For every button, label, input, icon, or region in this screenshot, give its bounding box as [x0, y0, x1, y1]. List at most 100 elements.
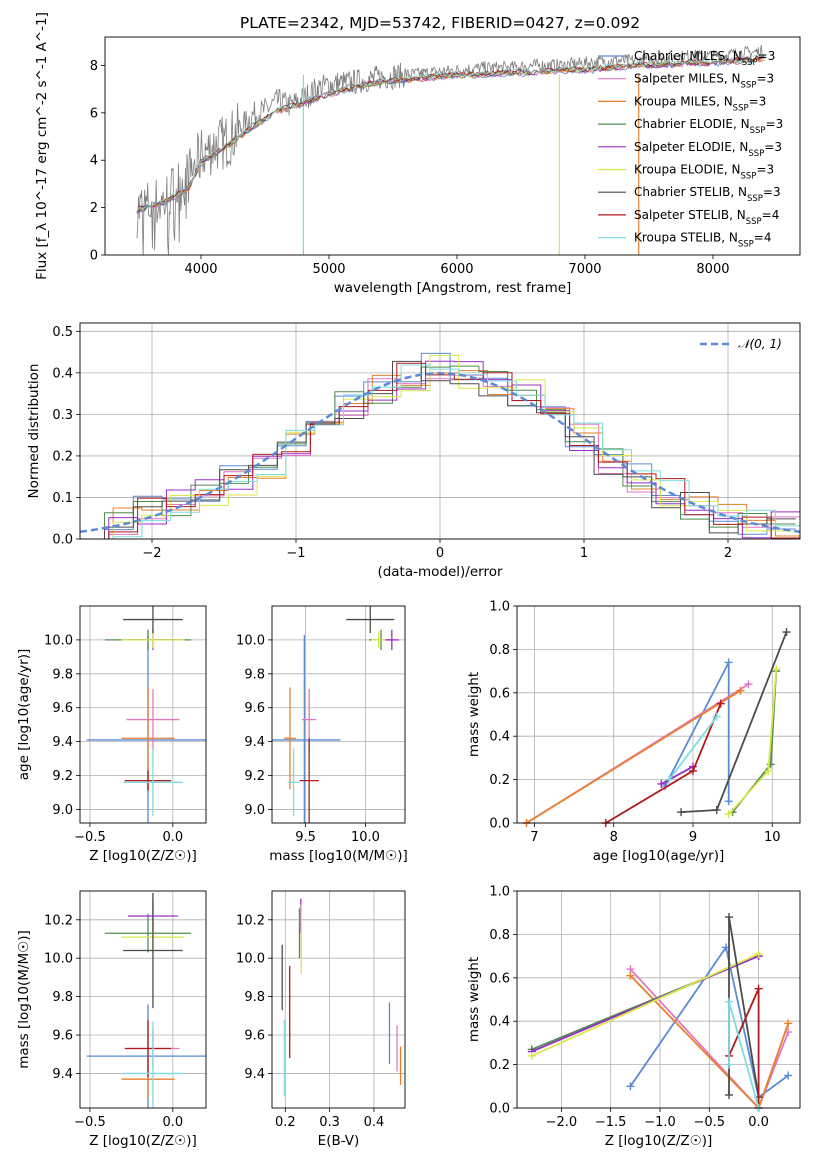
age_vs_Z-panel: −0.5 0.0 9.0 9.2 9.4 9.6 9.8 10.0 Z [log10(Z/Z☉)… [16, 605, 207, 864]
legend-nssp-prefix: , N [729, 208, 746, 222]
legend-nssp-prefix: , N [732, 140, 749, 154]
legend-entry: Chabrier MILES, NSSP=3 [634, 49, 775, 68]
legend-nssp-eq: = [749, 94, 759, 108]
plus-marker [688, 766, 697, 775]
plus-marker [724, 797, 733, 806]
error-bars [272, 606, 400, 823]
legend-nssp-eq: = [758, 49, 768, 63]
legend-entry: Salpeter ELODIE, NSSP=3 [634, 140, 782, 159]
y-tick-label: 0.0 [489, 1102, 510, 1117]
plus-marker [677, 808, 686, 817]
histogram-step-line [84, 364, 800, 539]
weight-line [531, 953, 759, 1057]
legend-entry: Kroupa STELIB, NSSP=4 [634, 231, 772, 250]
error-bars [86, 606, 206, 823]
spectrum-panel: 4000 5000 6000 7000 8000 0 2 4 6 8 wavelength [Ang… [34, 12, 801, 296]
massweight_vs_Z-panel: −2.0 −1.5 −1.0 −0.5 0.0 0.0 0.2 0.4 0.6 0.8 1.0 Z [… [466, 885, 801, 1149]
plot-frame [271, 890, 406, 1109]
y-axis-label: age [log10(age/yr)] [16, 649, 32, 781]
x-tick-label: 0 [436, 546, 444, 561]
y-tick-label: 10.0 [44, 633, 73, 648]
legend-nssp-value: 3 [768, 49, 776, 63]
x-tick-label: 0.0 [748, 1115, 769, 1130]
plus-marker [716, 699, 725, 708]
model-fit-line [136, 54, 765, 212]
weight-line [660, 765, 694, 785]
legend-nssp-eq: = [754, 231, 764, 245]
y-tick-label: 8 [90, 59, 98, 74]
mass_vs_Z-plot-area [86, 892, 206, 1108]
x-tick-label: −0.5 [693, 1115, 725, 1130]
residuals-plot-area [80, 352, 800, 539]
plus-marker [784, 1019, 793, 1028]
plus-marker [725, 1060, 734, 1069]
legend-nssp-subscript: SSP [738, 240, 754, 250]
mass_vs_EBV-plot-area [281, 898, 402, 1097]
legend-nssp-value: 4 [772, 208, 780, 222]
y-tick-label: 10.2 [44, 913, 73, 928]
x-tick-label: −0.5 [74, 830, 106, 845]
y-tick-label: 9.8 [244, 990, 265, 1005]
y-tick-label: 9.2 [244, 769, 265, 784]
legend-series-name: Salpeter STELIB [634, 208, 729, 222]
plus-marker [712, 712, 721, 721]
x-axis-label: wavelength [Angstrom, rest frame] [334, 280, 572, 296]
x-tick-label: −2 [142, 546, 161, 561]
legend-nssp-eq: = [756, 72, 766, 86]
legend-entry: Salpeter MILES, NSSP=3 [634, 72, 774, 91]
spectrum-legend: Chabrier MILES, NSSP=3 Salpeter MILES, NS… [598, 49, 783, 250]
legend-nssp-value: 3 [774, 140, 782, 154]
histogram-step-line [80, 365, 796, 539]
y-tick-label: 10.0 [236, 633, 265, 648]
legend-nssp-prefix: , N [730, 185, 747, 199]
legend-series-name: Kroupa STELIB [634, 231, 721, 245]
legend-nssp-prefix: , N [724, 72, 741, 86]
x-tick-label: 5000 [312, 262, 345, 277]
y-tick-label: 9.2 [52, 769, 73, 784]
plot-frame [516, 605, 801, 824]
x-tick-label: 1 [580, 546, 588, 561]
x-tick-label: −1.0 [644, 1115, 676, 1130]
residuals-panel: −2 −1 0 1 2 0.0 0.1 0.2 0.3 0.4 0.5 (data-model)/er… [26, 322, 801, 580]
plot-frame [79, 322, 801, 540]
x-tick-label: 10.0 [351, 830, 380, 845]
x-axis-label: Z [log10(Z/Z☉)] [89, 1133, 197, 1149]
x-tick-label: 0.2 [275, 1115, 296, 1130]
x-tick-label: 9.5 [295, 830, 316, 845]
x-axis-label: age [log10(age/yr)] [593, 848, 725, 864]
x-tick-label: 7 [530, 830, 538, 845]
legend-nssp-eq: = [762, 208, 772, 222]
plus-marker [725, 997, 734, 1006]
plot-frame [104, 36, 801, 256]
histogram-step-line [84, 354, 800, 539]
y-tick-label: 9.0 [244, 803, 265, 818]
y-tick-label: 9.4 [244, 1067, 265, 1082]
y-tick-label: 0.6 [489, 971, 510, 986]
legend-nssp-subscript: SSP [741, 81, 757, 91]
y-tick-label: 9.8 [52, 990, 73, 1005]
plus-marker [744, 680, 753, 689]
legend-nssp-prefix: , N [725, 49, 742, 63]
mass_vs_Z-panel: −0.5 0.0 9.4 9.6 9.8 10.0 10.2 Z [log10(Z/Z☉)] m… [16, 890, 207, 1149]
legend-entry: Chabrier STELIB, NSSP=3 [634, 185, 781, 204]
weight-line [668, 716, 718, 781]
x-axis-label: mass [log10(M/M☉)] [269, 848, 408, 864]
y-tick-label: 0.8 [489, 643, 510, 658]
y-tick-label: 0.6 [489, 686, 510, 701]
figure-title: PLATE=2342, MJD=53742, FIBERID=0427, z=0… [240, 14, 640, 32]
y-tick-label: 9.4 [52, 735, 73, 750]
plus-marker [527, 1051, 536, 1060]
age_vs_mass-plot-area [272, 606, 400, 823]
y-tick-label: 0.2 [489, 1058, 510, 1073]
x-tick-label: −2.0 [546, 1115, 578, 1130]
y-tick-label: 6 [90, 106, 98, 121]
y-axis-label: mass weight [466, 957, 482, 1042]
plot-frame [79, 605, 207, 824]
legend-series-name: Kroupa MILES [634, 94, 716, 108]
weight-line [681, 631, 788, 813]
x-tick-label: 2 [724, 546, 732, 561]
legend-nssp-prefix: , N [724, 163, 741, 177]
plus-marker [626, 971, 635, 980]
x-tick-label: 8 [610, 830, 618, 845]
